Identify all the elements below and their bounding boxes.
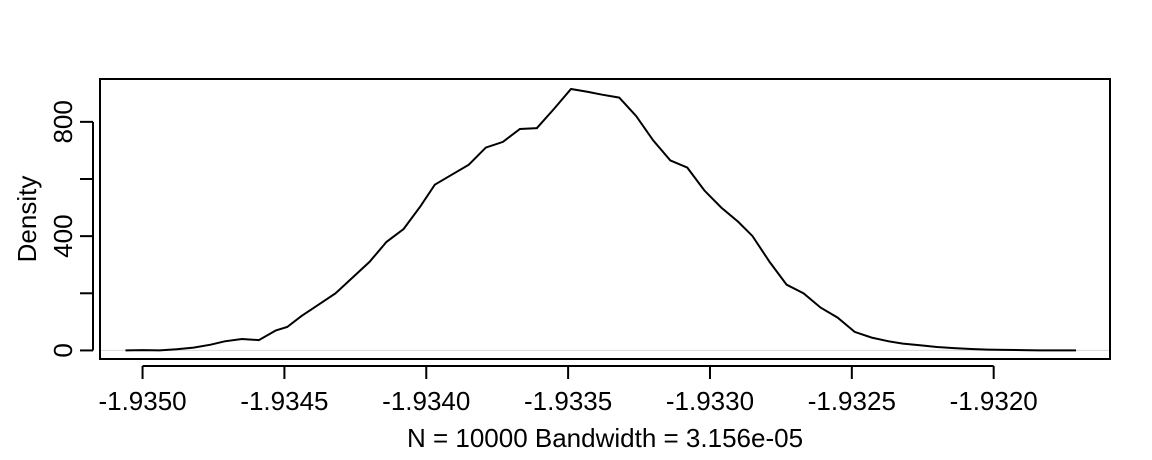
- x-tick-label: -1.9330: [666, 386, 754, 416]
- x-tick-label: -1.9320: [950, 386, 1038, 416]
- x-axis-title: N = 10000 Bandwidth = 3.156e-05: [407, 423, 803, 453]
- y-tick-label: 400: [48, 214, 78, 257]
- x-tick-label: -1.9335: [524, 386, 612, 416]
- density-curve: [125, 87, 1076, 352]
- x-axis: -1.9350 -1.9345 -1.9340 -1.9335 -1.9330 -1.93…: [98, 365, 1038, 416]
- plot-frame: [99, 78, 1111, 360]
- x-tick-label: -1.9345: [240, 386, 328, 416]
- y-tick-label: 0: [48, 343, 78, 357]
- x-tick-label: -1.9350: [98, 386, 186, 416]
- x-tick-label: -1.9325: [808, 386, 896, 416]
- y-axis: 0 400 800: [48, 100, 94, 358]
- y-tick-label: 800: [48, 100, 78, 143]
- y-axis-title: Density: [12, 176, 42, 263]
- x-tick-label: -1.9340: [382, 386, 470, 416]
